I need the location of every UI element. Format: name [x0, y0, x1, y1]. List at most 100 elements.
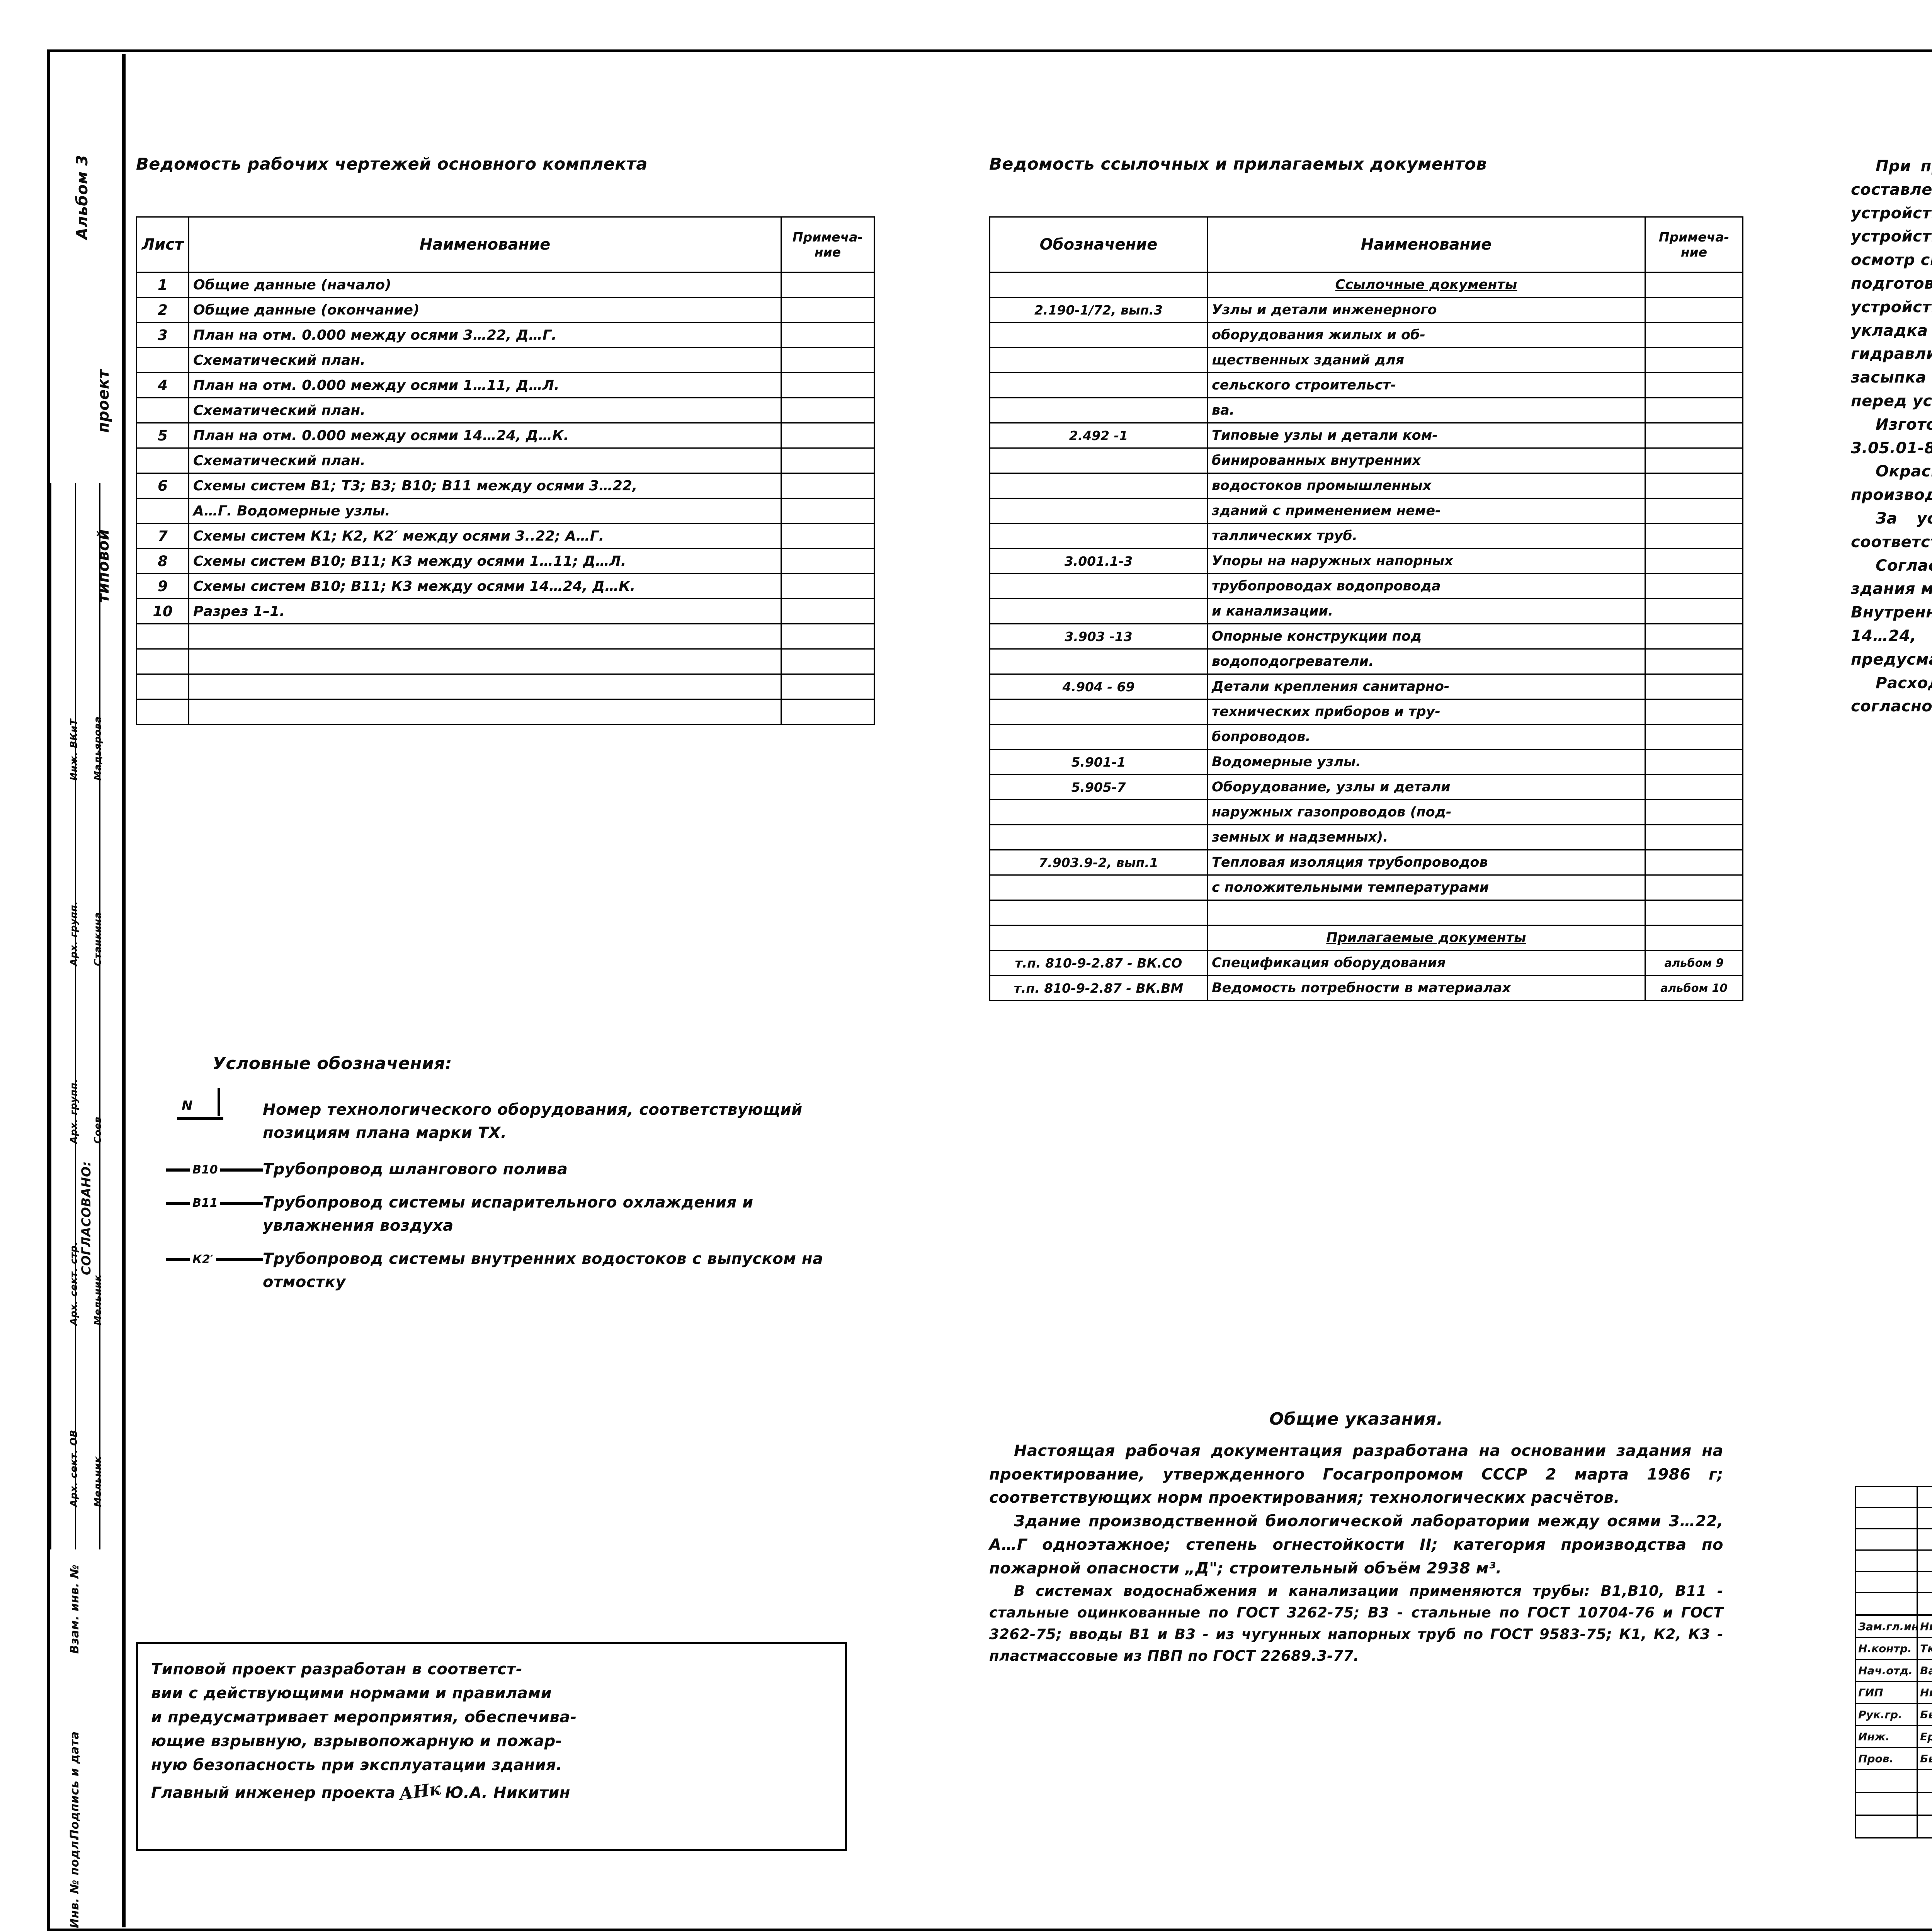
cell-note — [781, 422, 875, 449]
cell-ref-note — [1645, 347, 1743, 373]
cell-designation — [989, 724, 1208, 750]
stamp-blank-cell — [1917, 1769, 1932, 1793]
table-row: и канализации. — [989, 598, 1743, 624]
table-row: бопроводов. — [989, 724, 1743, 750]
cell-name: Схематический план. — [188, 347, 782, 373]
right-p7: гидравлическое испытание систем холодног… — [1851, 345, 1932, 363]
cell-designation: т.п. 810-9-2.87 - ВК.ВМ — [989, 975, 1208, 1001]
cell-name: Общие данные (окончание) — [188, 297, 782, 323]
table-row: сельского строительст- — [989, 372, 1743, 398]
cell-name: План на отм. 0.000 между осями 14…24, Д…… — [188, 422, 782, 449]
cell-designation — [989, 473, 1208, 499]
stamp-role: Н.контр. — [1855, 1637, 1918, 1660]
table-row — [136, 699, 875, 725]
table-row: 3.903 -13 Опорные конструкции под — [989, 623, 1743, 650]
stamp-role: Рук.гр. — [1855, 1703, 1918, 1726]
cell-ref-name: сельского строительст- — [1207, 372, 1646, 398]
cell-ref-note — [1645, 473, 1743, 499]
cell-designation: 2.190-1/72, вып.3 — [989, 297, 1208, 323]
cell-designation — [989, 447, 1208, 474]
chief-engineer-signature: АНк — [398, 1779, 443, 1804]
notebox-line-3: ющие взрывную, взрывопожарную и пожар- — [151, 1732, 562, 1750]
right-p3: осмотр систем внутреннего водопровода и … — [1851, 251, 1932, 269]
cell-ref-name: водостоков промышленных — [1207, 473, 1646, 499]
cell-ref-name: Водомерные узлы. — [1207, 749, 1646, 775]
cell-ref-name: Оборудование, узлы и детали — [1207, 774, 1646, 800]
cell-sheet-no: 6 — [136, 473, 189, 499]
cell-ref-name: бопроводов. — [1207, 724, 1646, 750]
table-row: 9 Схемы систем В10; В11; К3 между осями 1… — [136, 573, 875, 599]
cell-name: План на отм. 0.000 между осями 3…22, Д…Г… — [188, 322, 782, 348]
table-row: трубопроводах водопровода — [989, 573, 1743, 599]
stamp-role-row: ГИПНикитинНик11.87 — [1855, 1681, 1932, 1704]
table-row: бинированных внутренних — [989, 447, 1743, 474]
cell-sheet-no: 8 — [136, 548, 189, 574]
cell-ref-note — [1645, 673, 1743, 700]
cell-sheet-no — [136, 498, 189, 524]
right-pt1: Внутреннее и наружное пожаротушение для … — [1851, 604, 1932, 668]
col-ref-name: Наименование — [1207, 216, 1646, 273]
cell-ref-name: с положительными температурами — [1207, 874, 1646, 901]
cell-note — [781, 447, 875, 474]
cell-sheet-no: 4 — [136, 372, 189, 398]
cell-name: Схематический план. — [188, 397, 782, 423]
cell-ref-name: наружных газопроводов (под- — [1207, 799, 1646, 825]
right-pt0: Согласно СНиП 2.04.01-85 п. 6.2 и п. 6.6… — [1851, 556, 1932, 598]
cell-ref-note — [1645, 498, 1743, 524]
stamp-blank-cell — [1855, 1815, 1918, 1838]
cell-name: Разрез 1–1. — [188, 598, 782, 624]
stamp-person-name: Никитин — [1917, 1681, 1932, 1704]
margin-text-podpis-data: Подпись и дата — [68, 1731, 82, 1839]
table-row: ва. — [989, 397, 1743, 423]
cell-ref-name — [1207, 900, 1646, 926]
table-row: щественных зданий для — [989, 347, 1743, 373]
cell-note — [781, 623, 875, 650]
right-p1: устройство противокоррозийной защиты тру… — [1851, 204, 1932, 222]
general-notes-p0: Настоящая рабочая документация разработа… — [989, 1442, 1723, 1507]
drawing-frame — [47, 49, 1932, 1931]
cell-ref-note — [1645, 623, 1743, 650]
cell-name — [188, 673, 782, 700]
pipe-line-icon: В10 — [166, 1158, 263, 1180]
refs-table-title: Ведомость ссылочных и прилагаемых докуме… — [989, 155, 1487, 174]
cell-sheet-no — [136, 347, 189, 373]
table-row: технических приборов и тру- — [989, 699, 1743, 725]
cell-designation — [989, 573, 1208, 599]
cell-sheet-no: 7 — [136, 523, 189, 549]
stamp-role-row: Инж.ЕреминаЕрем11.87Производственная био… — [1855, 1725, 1932, 1748]
cell-ref-note — [1645, 372, 1743, 398]
margin-text-5-0: Арх. сект. ОВ — [68, 1430, 79, 1507]
table-row: Схематический план. — [136, 347, 875, 373]
left-margin-strip — [50, 483, 123, 1549]
stamp-revision-cell — [1917, 1571, 1932, 1593]
cell-ref-name: Ведомость потребности в материалах — [1207, 975, 1646, 1001]
right-p5: устройство упора; — [1851, 298, 1932, 316]
table-row: таллических труб. — [989, 523, 1743, 549]
table-row: т.п. 810-9-2.87 - ВК.ВМ Ведомость потребн… — [989, 975, 1743, 1001]
table-row: 5.901-1 Водомерные узлы. — [989, 749, 1743, 775]
pipe-line-icon: В11 — [166, 1191, 263, 1213]
cell-note — [781, 372, 875, 398]
cell-ref-note — [1645, 447, 1743, 474]
margin-text-inv-podl: Инв. № подл. — [68, 1836, 82, 1928]
cell-note — [781, 272, 875, 298]
cell-designation: 5.901-1 — [989, 749, 1208, 775]
cell-name: Схематический план. — [188, 447, 782, 474]
cell-name — [188, 699, 782, 725]
cell-designation — [989, 397, 1208, 423]
stamp-person-name: Николаев — [1917, 1614, 1932, 1638]
equipment-number-symbol-label: N — [182, 1098, 193, 1114]
cell-ref-name: Прилагаемые документы — [1207, 925, 1646, 951]
cell-ref-note: альбом 9 — [1645, 950, 1743, 976]
cell-name — [188, 648, 782, 675]
stamp-role: Зам.гл.инж. — [1855, 1614, 1918, 1638]
table-row: 3 План на отм. 0.000 между осями 3…22, Д…… — [136, 322, 875, 348]
col-designation: Обозначение — [989, 216, 1208, 273]
cell-ref-note — [1645, 573, 1743, 599]
stamp-revision-cell — [1917, 1486, 1932, 1508]
cell-ref-note — [1645, 297, 1743, 323]
table-row: Схематический план. — [136, 447, 875, 474]
col-note: Примеча-ние — [781, 216, 875, 273]
pipe-line-icon: К2′ — [166, 1247, 263, 1270]
